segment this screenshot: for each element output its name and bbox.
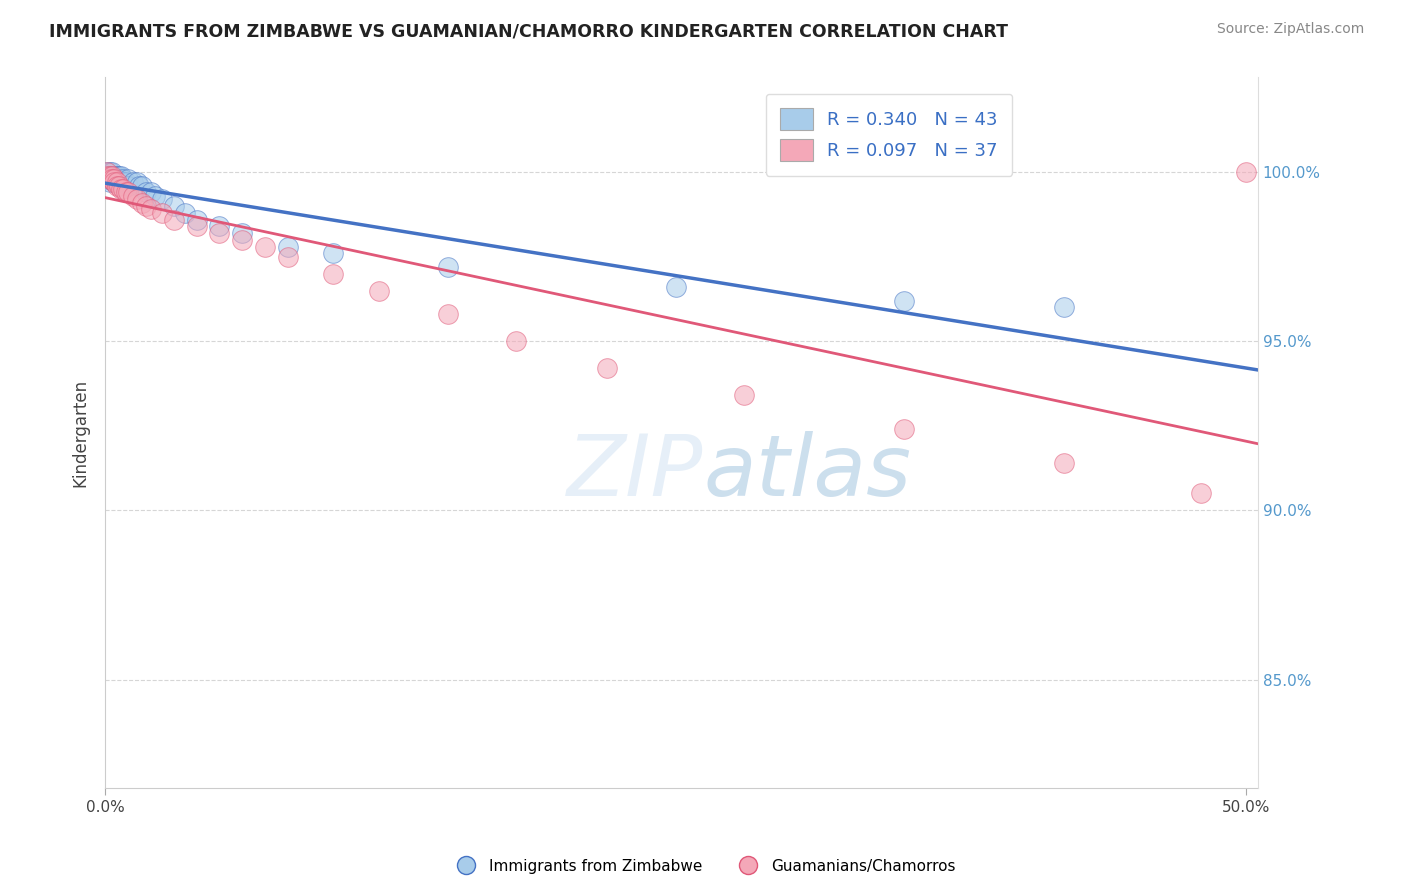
Point [139, 186, 162, 200]
Point [103, 172, 125, 186]
Point [277, 239, 299, 253]
Point [96, 169, 118, 183]
Point [145, 189, 167, 203]
Point [131, 178, 153, 193]
Point [98, 172, 121, 186]
Text: atlas: atlas [703, 431, 911, 515]
Point [110, 169, 132, 183]
Point [101, 169, 124, 183]
Point [103, 172, 125, 186]
Point [277, 250, 299, 264]
Point [96, 165, 118, 179]
Point [150, 192, 173, 206]
Text: Source: ZipAtlas.com: Source: ZipAtlas.com [1216, 22, 1364, 37]
Point [127, 175, 149, 189]
Point [121, 175, 143, 189]
Point [368, 284, 391, 298]
Legend: R = 0.340   N = 43, R = 0.097   N = 37: R = 0.340 N = 43, R = 0.097 N = 37 [766, 94, 1012, 176]
Point [108, 169, 131, 183]
Point [208, 219, 231, 234]
Point [253, 239, 276, 253]
Point [893, 422, 915, 436]
Point [139, 202, 162, 217]
Point [105, 175, 128, 189]
Y-axis label: Kindergarten: Kindergarten [72, 378, 89, 487]
Point [322, 246, 344, 260]
Point [110, 175, 132, 189]
Point [127, 192, 149, 206]
Point [174, 205, 197, 219]
Point [436, 260, 458, 274]
Point [893, 293, 915, 308]
Point [108, 178, 131, 193]
Point [110, 182, 132, 196]
Point [186, 219, 208, 234]
Point [98, 169, 121, 183]
Point [101, 172, 124, 186]
Text: ZIP: ZIP [567, 431, 703, 515]
Point [101, 169, 124, 183]
Point [665, 280, 688, 294]
Point [131, 195, 153, 210]
Point [505, 334, 527, 349]
Point [231, 226, 253, 240]
Point [103, 175, 125, 189]
Point [1189, 486, 1212, 500]
Point [114, 186, 136, 200]
Point [163, 199, 186, 213]
Point [114, 175, 136, 189]
Point [96, 165, 118, 179]
Point [436, 307, 458, 321]
Point [733, 388, 755, 402]
Point [231, 233, 253, 247]
Point [105, 172, 128, 186]
Point [596, 361, 619, 376]
Point [98, 175, 121, 189]
Point [96, 172, 118, 186]
Point [1053, 456, 1076, 470]
Text: IMMIGRANTS FROM ZIMBABWE VS GUAMANIAN/CHAMORRO KINDERGARTEN CORRELATION CHART: IMMIGRANTS FROM ZIMBABWE VS GUAMANIAN/CH… [49, 22, 1008, 40]
Point [1053, 301, 1076, 315]
Point [103, 175, 125, 189]
Point [128, 178, 150, 193]
Point [322, 267, 344, 281]
Point [101, 165, 124, 179]
Point [98, 172, 121, 186]
Point [105, 169, 128, 183]
Point [117, 186, 139, 200]
Point [96, 169, 118, 183]
Point [98, 169, 121, 183]
Point [105, 178, 128, 193]
Legend: Immigrants from Zimbabwe, Guamanians/Chamorros: Immigrants from Zimbabwe, Guamanians/Cha… [444, 853, 962, 880]
Point [1236, 165, 1258, 179]
Point [121, 189, 143, 203]
Point [103, 169, 125, 183]
Point [117, 178, 139, 193]
Point [186, 212, 208, 227]
Point [108, 172, 131, 186]
Point [135, 186, 157, 200]
Point [112, 182, 135, 196]
Point [117, 172, 139, 186]
Point [112, 172, 135, 186]
Point [208, 226, 231, 240]
Point [150, 205, 173, 219]
Point [163, 212, 186, 227]
Point [112, 175, 135, 189]
Point [135, 199, 157, 213]
Point [101, 172, 124, 186]
Point [98, 165, 121, 179]
